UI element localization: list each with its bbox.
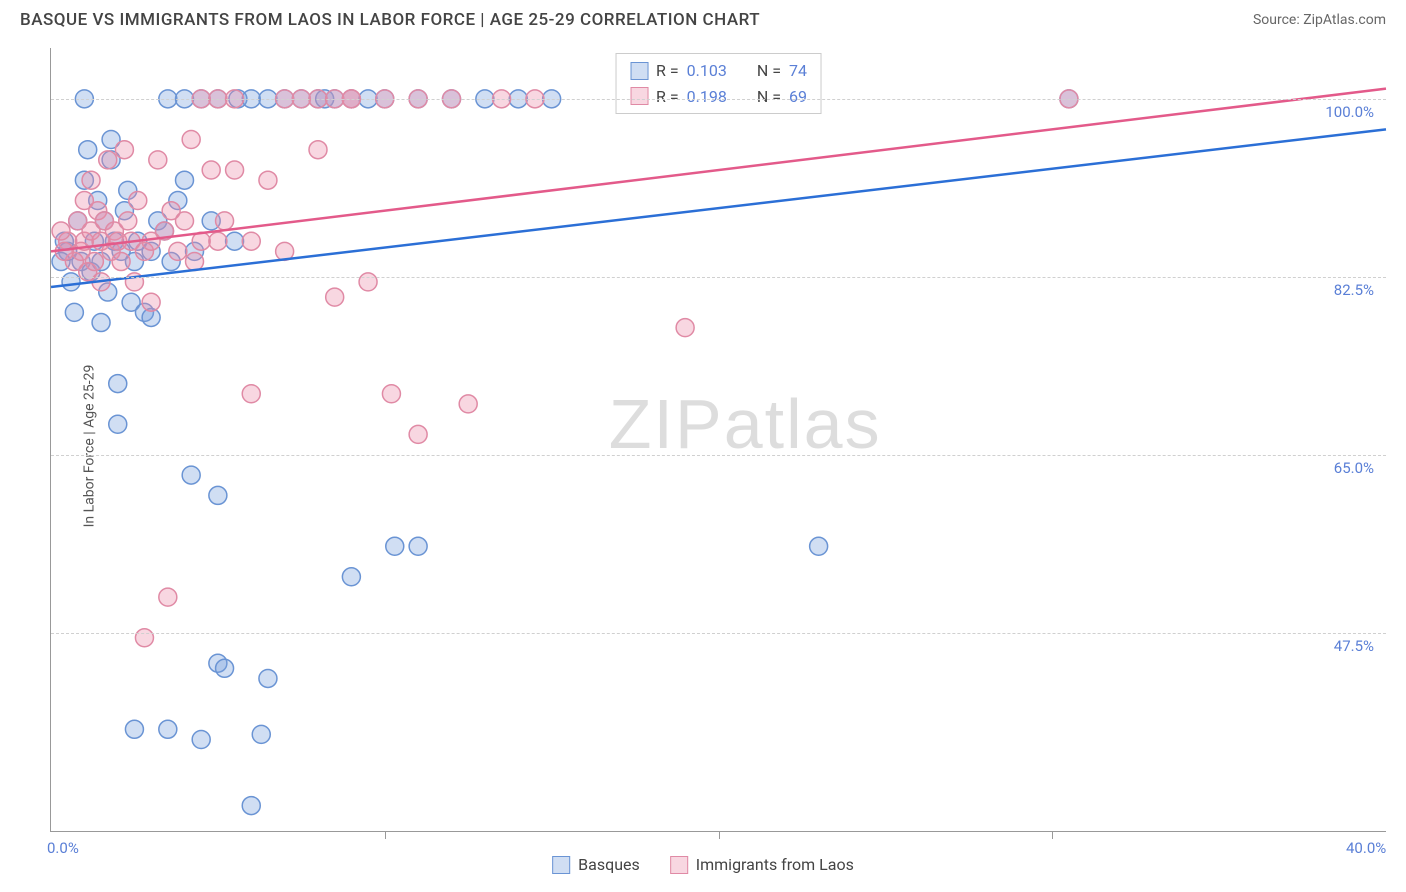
data-point <box>99 151 117 169</box>
data-point <box>159 720 177 738</box>
data-point <box>409 537 427 555</box>
data-point <box>259 669 277 687</box>
data-point <box>52 222 70 240</box>
data-point <box>242 232 260 250</box>
data-point <box>176 212 194 230</box>
y-tick-label: 100.0% <box>1325 103 1374 121</box>
data-point <box>135 629 153 647</box>
chart-plot-area: R =0.103N =74R =0.198N =69 ZIPatlas 47.5… <box>50 48 1386 832</box>
data-point <box>259 171 277 189</box>
x-tick-mark <box>719 831 720 839</box>
data-point <box>182 131 200 149</box>
gridline <box>51 99 1386 100</box>
x-tick-mark <box>385 831 386 839</box>
data-point <box>82 171 100 189</box>
legend-swatch <box>630 87 648 105</box>
data-point <box>129 192 147 210</box>
n-label: N = <box>757 84 781 110</box>
data-point <box>252 725 270 743</box>
scatter-svg <box>51 48 1386 831</box>
data-point <box>242 797 260 815</box>
correlation-legend: R = 0.103 N = 74 R = 0.198 N = 69 <box>615 53 822 114</box>
n-value: 74 <box>789 58 807 84</box>
data-point <box>62 273 80 291</box>
legend-swatch <box>630 62 648 80</box>
r-label: R = <box>656 58 679 84</box>
data-point <box>386 537 404 555</box>
gridline <box>51 633 1386 634</box>
legend-row: R = 0.198 N = 69 <box>630 84 807 110</box>
data-point <box>65 303 83 321</box>
data-point <box>209 232 227 250</box>
data-point <box>676 319 694 337</box>
data-point <box>409 425 427 443</box>
x-tick-label: 0.0% <box>47 839 79 857</box>
legend-item: Basques <box>552 855 640 874</box>
data-point <box>182 466 200 484</box>
x-tick-mark <box>1052 831 1053 839</box>
gridline <box>51 277 1386 278</box>
data-point <box>226 232 244 250</box>
data-point <box>119 212 137 230</box>
data-point <box>109 375 127 393</box>
data-point <box>79 141 97 159</box>
data-point <box>359 273 377 291</box>
data-point <box>186 253 204 271</box>
data-point <box>382 385 400 403</box>
data-point <box>326 288 344 306</box>
n-value: 69 <box>789 84 807 110</box>
data-point <box>142 293 160 311</box>
data-point <box>176 171 194 189</box>
series-legend: Basques Immigrants from Laos <box>552 855 854 874</box>
data-point <box>125 720 143 738</box>
legend-row: R = 0.103 N = 74 <box>630 58 807 84</box>
data-point <box>209 486 227 504</box>
gridline <box>51 455 1386 456</box>
legend-label: Basques <box>578 855 640 874</box>
data-point <box>85 253 103 271</box>
y-tick-label: 65.0% <box>1334 459 1374 477</box>
r-value: 0.198 <box>687 84 727 110</box>
data-point <box>149 151 167 169</box>
data-point <box>202 161 220 179</box>
chart-title: BASQUE VS IMMIGRANTS FROM LAOS IN LABOR … <box>20 10 760 30</box>
legend-label: Immigrants from Laos <box>696 855 854 874</box>
r-label: R = <box>656 84 679 110</box>
data-point <box>169 242 187 260</box>
y-tick-label: 82.5% <box>1334 281 1374 299</box>
data-point <box>192 730 210 748</box>
y-tick-label: 47.5% <box>1334 637 1374 655</box>
data-point <box>810 537 828 555</box>
legend-swatch <box>552 856 570 874</box>
data-point <box>112 253 130 271</box>
data-point <box>115 141 133 159</box>
data-point <box>309 141 327 159</box>
data-point <box>342 568 360 586</box>
r-value: 0.103 <box>687 58 727 84</box>
data-point <box>216 212 234 230</box>
data-point <box>92 314 110 332</box>
n-label: N = <box>757 58 781 84</box>
legend-item: Immigrants from Laos <box>670 855 854 874</box>
data-point <box>216 659 234 677</box>
data-point <box>242 385 260 403</box>
data-point <box>109 415 127 433</box>
chart-header: BASQUE VS IMMIGRANTS FROM LAOS IN LABOR … <box>0 0 1406 30</box>
data-point <box>226 161 244 179</box>
data-point <box>459 395 477 413</box>
source-label: Source: ZipAtlas.com <box>1253 12 1386 28</box>
data-point <box>159 588 177 606</box>
trend-line <box>51 129 1386 287</box>
x-tick-label: 40.0% <box>1346 839 1386 857</box>
legend-swatch <box>670 856 688 874</box>
